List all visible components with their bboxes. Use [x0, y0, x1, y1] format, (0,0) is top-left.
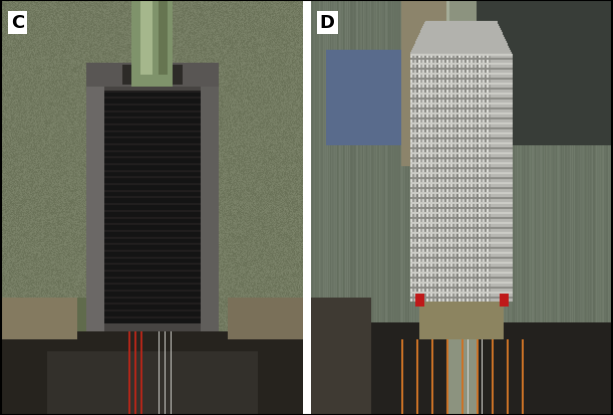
Text: C: C [11, 14, 24, 32]
Text: D: D [320, 14, 335, 32]
